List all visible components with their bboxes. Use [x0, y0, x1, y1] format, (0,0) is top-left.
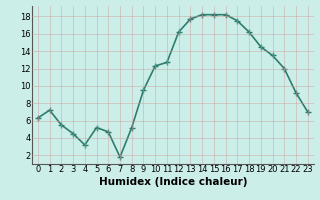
X-axis label: Humidex (Indice chaleur): Humidex (Indice chaleur) — [99, 177, 247, 187]
